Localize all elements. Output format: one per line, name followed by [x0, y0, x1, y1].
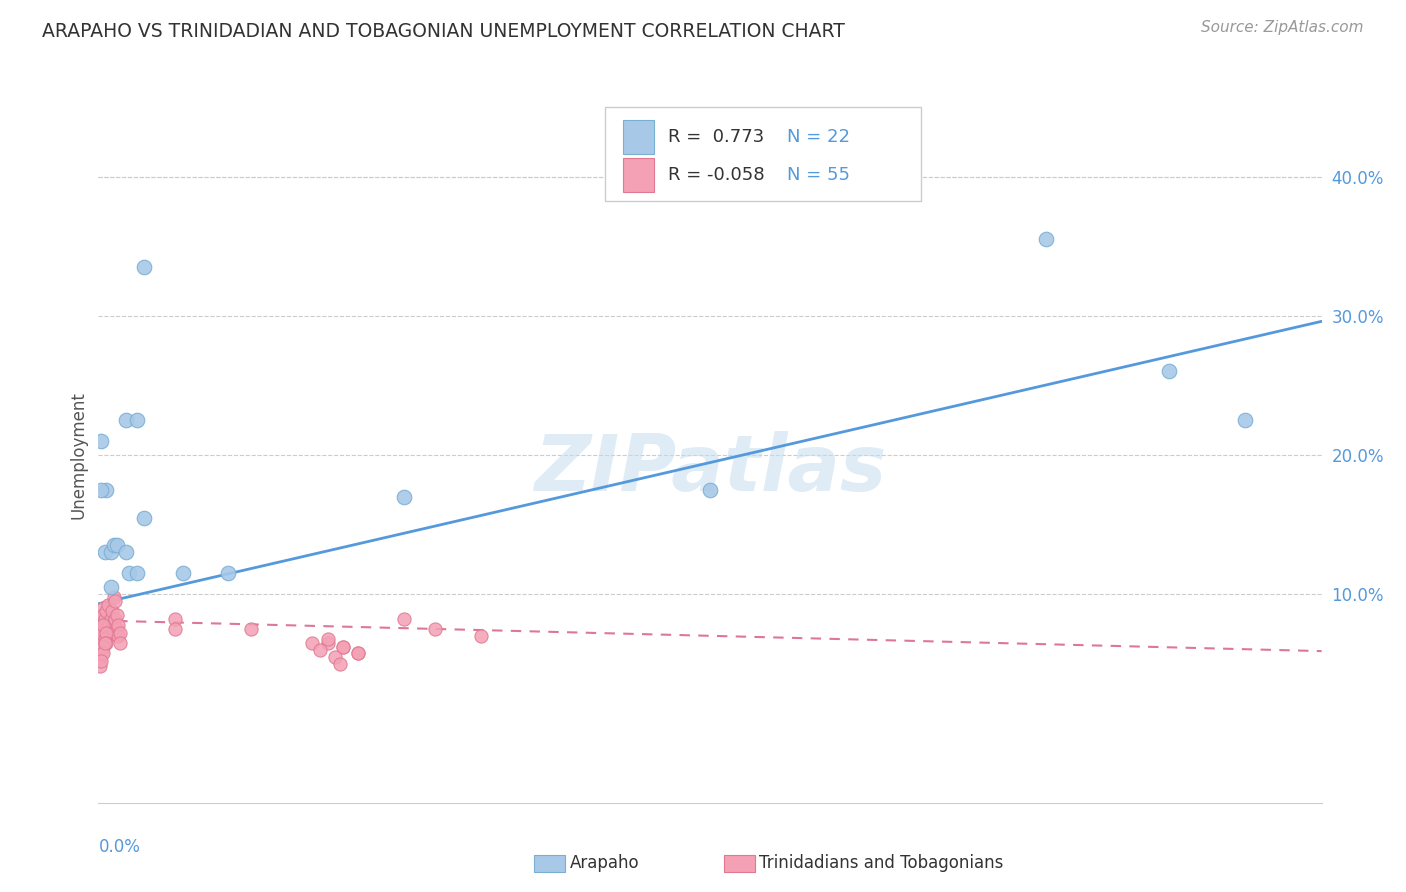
- Point: [470, 629, 492, 643]
- Point: [104, 612, 127, 626]
- Point: [101, 604, 124, 618]
- Point: [103, 590, 125, 604]
- Point: [107, 617, 129, 632]
- Point: [115, 545, 138, 559]
- Point: [100, 622, 122, 636]
- Point: [316, 632, 339, 646]
- Point: [332, 640, 354, 654]
- Text: R = -0.058: R = -0.058: [668, 166, 765, 184]
- Point: [332, 640, 354, 654]
- Text: Trinidadians and Tobagonians: Trinidadians and Tobagonians: [759, 855, 1004, 872]
- Point: [100, 612, 122, 626]
- Point: [91, 601, 114, 615]
- Point: [90, 434, 112, 448]
- Point: [100, 580, 122, 594]
- Point: [1234, 413, 1257, 427]
- Point: [90, 654, 112, 668]
- Point: [105, 538, 128, 552]
- Point: [93, 612, 115, 626]
- Point: [125, 566, 148, 581]
- Point: [100, 545, 122, 559]
- Point: [108, 626, 131, 640]
- Point: [107, 629, 129, 643]
- Point: [329, 657, 352, 671]
- Point: [94, 622, 117, 636]
- Point: [325, 649, 347, 664]
- Point: [1157, 364, 1180, 378]
- Point: [240, 622, 263, 636]
- Text: 0.0%: 0.0%: [98, 838, 141, 855]
- Point: [217, 566, 239, 581]
- Point: [125, 413, 148, 427]
- Point: [89, 612, 111, 626]
- Point: [94, 626, 117, 640]
- Point: [89, 649, 111, 664]
- Point: [134, 260, 156, 274]
- Point: [172, 566, 194, 581]
- Point: [101, 622, 124, 636]
- Text: N = 55: N = 55: [787, 166, 851, 184]
- Point: [94, 604, 117, 618]
- Point: [163, 612, 186, 626]
- Point: [392, 490, 416, 504]
- Point: [1035, 232, 1057, 246]
- Text: Source: ZipAtlas.com: Source: ZipAtlas.com: [1201, 20, 1364, 35]
- Text: ARAPAHO VS TRINIDADIAN AND TOBAGONIAN UNEMPLOYMENT CORRELATION CHART: ARAPAHO VS TRINIDADIAN AND TOBAGONIAN UN…: [42, 22, 845, 41]
- Point: [423, 622, 446, 636]
- Point: [115, 413, 138, 427]
- Point: [89, 632, 111, 646]
- Point: [103, 538, 125, 552]
- Point: [108, 636, 131, 650]
- Y-axis label: Unemployment: Unemployment: [69, 391, 87, 519]
- Point: [89, 659, 111, 673]
- Point: [699, 483, 721, 497]
- Text: N = 22: N = 22: [787, 128, 851, 146]
- Point: [104, 594, 127, 608]
- Point: [97, 598, 120, 612]
- Point: [91, 640, 114, 654]
- Text: ZIPatlas: ZIPatlas: [534, 431, 886, 507]
- Point: [316, 636, 339, 650]
- Point: [93, 632, 115, 646]
- Point: [90, 646, 112, 660]
- Point: [105, 607, 128, 622]
- Point: [90, 626, 112, 640]
- Point: [93, 636, 115, 650]
- Point: [134, 510, 156, 524]
- Point: [347, 646, 370, 660]
- Point: [94, 483, 117, 497]
- Point: [163, 622, 186, 636]
- Point: [91, 607, 114, 622]
- Point: [301, 636, 323, 650]
- Point: [91, 617, 114, 632]
- Point: [90, 622, 112, 636]
- Point: [94, 636, 117, 650]
- Point: [309, 642, 332, 657]
- Point: [93, 617, 115, 632]
- Point: [347, 646, 370, 660]
- Point: [90, 483, 112, 497]
- Point: [91, 646, 114, 660]
- Text: R =  0.773: R = 0.773: [668, 128, 763, 146]
- Point: [105, 622, 128, 636]
- Point: [118, 566, 141, 581]
- Point: [103, 615, 125, 629]
- Point: [97, 629, 120, 643]
- Point: [93, 545, 115, 559]
- Text: Arapaho: Arapaho: [569, 855, 640, 872]
- Point: [392, 612, 416, 626]
- Point: [98, 617, 121, 632]
- Point: [98, 626, 121, 640]
